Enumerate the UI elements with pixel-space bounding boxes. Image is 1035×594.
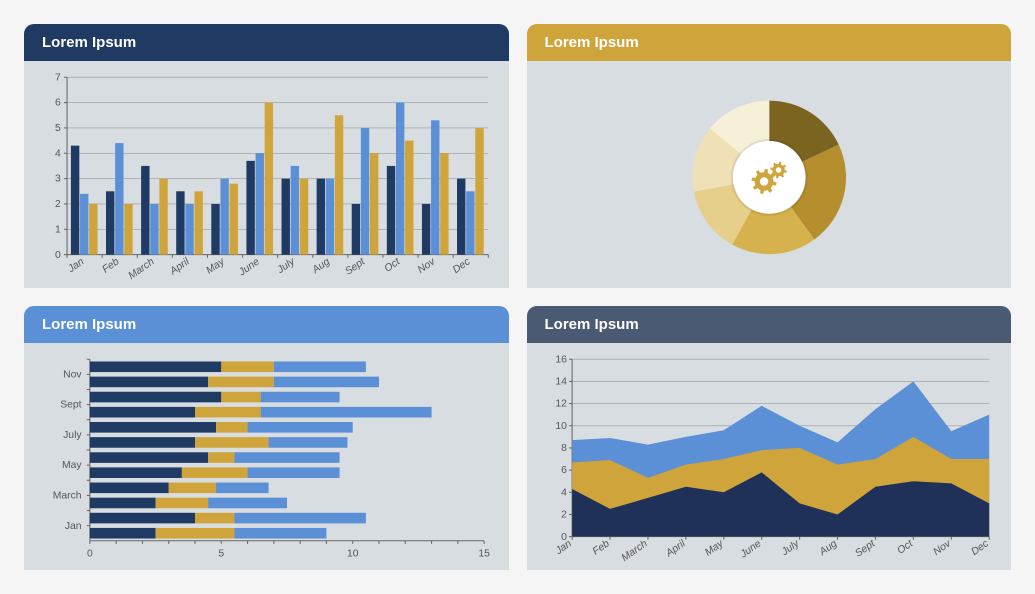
svg-text:June: June	[236, 256, 262, 279]
svg-text:6: 6	[561, 465, 567, 476]
panel-area-header: Lorem Ipsum	[527, 306, 1012, 343]
svg-text:March: March	[53, 491, 82, 502]
svg-text:Feb: Feb	[590, 538, 611, 557]
bar-chart: 0 1 2 3 4 5 6 7 Jan Feb March April May June July Aug Se…	[38, 71, 495, 284]
svg-text:8: 8	[561, 443, 567, 454]
svg-text:Sept: Sept	[343, 256, 368, 278]
svg-text:4: 4	[561, 487, 567, 498]
svg-text:10: 10	[555, 421, 567, 432]
panel-hbar-body: 0 5 10 15 Nov Sept July May March Jan	[24, 343, 509, 570]
svg-text:Feb: Feb	[100, 256, 121, 275]
svg-text:Nov: Nov	[63, 369, 82, 380]
area-chart: 0246810121416JanFebMarchAprilMayJuneJuly…	[541, 353, 998, 566]
svg-text:April: April	[168, 256, 193, 278]
svg-text:Dec: Dec	[969, 538, 991, 558]
panel-donut-title: Lorem Ipsum	[545, 34, 639, 51]
svg-text:March: March	[127, 256, 157, 282]
svg-text:3: 3	[55, 174, 61, 185]
panel-hbar-title: Lorem Ipsum	[42, 316, 136, 333]
svg-text:Jan: Jan	[66, 256, 87, 275]
hbar-chart: 0 5 10 15 Nov Sept July May March Jan	[38, 353, 495, 566]
panel-donut-header: Lorem Ipsum	[527, 24, 1012, 61]
svg-text:10: 10	[347, 548, 359, 559]
svg-text:April: April	[663, 538, 688, 560]
svg-text:May: May	[204, 256, 227, 277]
svg-text:15: 15	[478, 548, 490, 559]
svg-text:Nov: Nov	[416, 256, 438, 276]
panel-bar-header: Lorem Ipsum	[24, 24, 509, 61]
svg-text:16: 16	[555, 354, 567, 365]
svg-text:2: 2	[561, 510, 567, 521]
svg-text:Jan: Jan	[553, 538, 574, 557]
svg-text:5: 5	[218, 548, 224, 559]
svg-text:5: 5	[55, 123, 61, 134]
svg-text:Jan: Jan	[65, 521, 82, 532]
svg-text:14: 14	[555, 377, 567, 388]
svg-text:2: 2	[55, 199, 61, 210]
svg-text:Dec: Dec	[451, 256, 473, 276]
svg-text:12: 12	[555, 399, 567, 410]
svg-text:May: May	[62, 460, 82, 471]
svg-text:June: June	[737, 538, 763, 561]
svg-text:Oct: Oct	[895, 538, 915, 557]
svg-text:July: July	[275, 256, 298, 277]
svg-text:July: July	[63, 430, 82, 441]
donut-chart	[541, 71, 998, 284]
panel-bar: Lorem Ipsum 0 1 2 3 4 5 6 7 Jan Feb March April May J…	[24, 24, 509, 288]
svg-text:Oct: Oct	[383, 256, 403, 275]
panel-hbar: Lorem Ipsum 0 5 10 15 Nov Sept July May March Jan	[24, 306, 509, 570]
svg-text:7: 7	[55, 72, 61, 83]
panel-area: Lorem Ipsum 0246810121416JanFebMarchApri…	[527, 306, 1012, 570]
svg-text:0: 0	[55, 250, 61, 261]
svg-text:Aug: Aug	[817, 538, 839, 558]
svg-text:Sept: Sept	[60, 400, 81, 411]
svg-text:4: 4	[55, 148, 61, 159]
panel-area-body: 0246810121416JanFebMarchAprilMayJuneJuly…	[527, 343, 1012, 570]
panel-bar-body: 0 1 2 3 4 5 6 7 Jan Feb March April May June July Aug Se…	[24, 61, 509, 288]
svg-text:July: July	[779, 538, 802, 559]
svg-text:May: May	[703, 538, 726, 559]
svg-text:Aug: Aug	[310, 256, 332, 276]
panel-donut: Lorem Ipsum	[527, 24, 1012, 288]
svg-text:0: 0	[87, 548, 93, 559]
svg-text:Sept: Sept	[853, 538, 878, 560]
svg-text:March: March	[619, 538, 649, 564]
panel-bar-title: Lorem Ipsum	[42, 34, 136, 51]
panel-hbar-header: Lorem Ipsum	[24, 306, 509, 343]
panel-area-title: Lorem Ipsum	[545, 316, 639, 333]
panel-donut-body	[527, 61, 1012, 288]
svg-text:6: 6	[55, 98, 61, 109]
svg-text:Nov: Nov	[931, 538, 953, 558]
svg-text:1: 1	[55, 224, 61, 235]
